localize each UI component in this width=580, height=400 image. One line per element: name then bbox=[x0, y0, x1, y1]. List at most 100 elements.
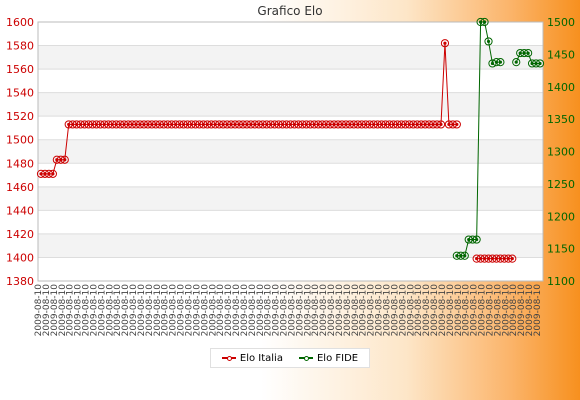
x-tick-label: 2009-08-10 bbox=[390, 284, 400, 337]
x-tick-label: 2009-08-10 bbox=[383, 284, 393, 337]
grid-band bbox=[38, 186, 543, 211]
data-point-ring bbox=[48, 169, 57, 178]
data-point-ring bbox=[60, 155, 69, 164]
data-point bbox=[63, 158, 67, 162]
x-tick-label: 2009-08-10 bbox=[153, 284, 163, 337]
x-tick-label: 2009-08-10 bbox=[367, 284, 377, 337]
left-tick-label: 1580 bbox=[6, 40, 34, 53]
x-tick-label: 2009-08-10 bbox=[58, 284, 68, 337]
data-point-ring bbox=[484, 37, 493, 46]
x-tick-label: 2009-08-10 bbox=[454, 284, 464, 337]
series-line bbox=[456, 21, 493, 257]
x-tick-label: 2009-08-10 bbox=[406, 284, 416, 337]
right-tick-label: 1300 bbox=[547, 146, 575, 159]
x-tick-label: 2009-08-10 bbox=[485, 284, 495, 337]
left-tick-label: 1460 bbox=[6, 181, 34, 194]
data-point bbox=[439, 122, 443, 127]
x-tick-label: 2009-08-10 bbox=[335, 284, 345, 337]
left-tick-label: 1600 bbox=[6, 16, 34, 29]
x-tick-label: 2009-08-10 bbox=[414, 284, 424, 337]
grid-band bbox=[38, 163, 543, 187]
data-point bbox=[526, 51, 530, 55]
series-line bbox=[41, 43, 457, 175]
x-tick-label: 2009-08-10 bbox=[248, 284, 258, 337]
x-tick-label: 2009-08-10 bbox=[343, 284, 353, 337]
legend-label: Elo FIDE bbox=[316, 352, 359, 364]
x-tick-label: 2009-08-10 bbox=[398, 284, 408, 337]
x-tick-label: 2009-08-10 bbox=[50, 284, 60, 337]
x-tick-label: 2009-08-10 bbox=[517, 284, 527, 337]
x-tick-label: 2009-08-10 bbox=[208, 284, 218, 337]
x-tick-label: 2009-08-10 bbox=[161, 284, 171, 337]
data-point-ring bbox=[436, 120, 446, 129]
legend: Elo Italia Elo FIDE bbox=[210, 348, 370, 368]
right-tick-label: 1100 bbox=[547, 275, 575, 288]
x-tick-label: 2009-08-10 bbox=[74, 284, 84, 337]
plot-frame bbox=[37, 21, 544, 282]
x-tick-label: 2009-08-10 bbox=[375, 284, 385, 337]
x-tick-label: 2009-08-10 bbox=[359, 284, 369, 337]
series-elo-italia bbox=[36, 39, 517, 263]
left-tick-label: 1480 bbox=[6, 157, 34, 170]
right-tick-label: 1350 bbox=[547, 113, 575, 126]
grid-band bbox=[38, 139, 543, 164]
series-elo-fide bbox=[452, 17, 545, 260]
data-point bbox=[538, 61, 542, 66]
legend-item-elo-italia[interactable]: Elo Italia bbox=[221, 352, 283, 364]
data-point bbox=[475, 237, 479, 242]
x-tick-label: 2009-08-10 bbox=[533, 284, 543, 337]
left-tick-label: 1520 bbox=[6, 110, 34, 123]
legend-swatch-red bbox=[221, 354, 236, 362]
x-tick-label: 2009-08-10 bbox=[121, 284, 131, 337]
data-point-ring bbox=[440, 39, 450, 48]
data-point-ring bbox=[508, 254, 517, 263]
data-point bbox=[510, 257, 514, 261]
grid-bands bbox=[38, 22, 543, 281]
data-point bbox=[482, 20, 487, 24]
data-point bbox=[455, 122, 459, 127]
x-tick-label: 2009-08-10 bbox=[280, 284, 290, 337]
x-tick-label: 2009-08-10 bbox=[240, 284, 250, 337]
x-tick-label: 2009-08-10 bbox=[232, 284, 242, 337]
grid-band bbox=[38, 257, 543, 281]
data-point-ring bbox=[535, 59, 545, 68]
x-tick-label: 2009-08-10 bbox=[192, 284, 202, 337]
x-tick-label: 2009-08-10 bbox=[446, 284, 456, 337]
left-tick-label: 1500 bbox=[6, 134, 34, 147]
data-point bbox=[498, 60, 502, 64]
left-tick-label: 1540 bbox=[6, 87, 34, 100]
grid-band bbox=[38, 210, 543, 234]
x-tick-label: 2009-08-10 bbox=[169, 284, 179, 337]
x-tick-label: 2009-08-10 bbox=[97, 284, 107, 337]
x-tick-label: 2009-08-10 bbox=[501, 284, 511, 337]
x-tick-label: 2009-08-10 bbox=[478, 284, 488, 337]
data-point-ring bbox=[524, 48, 533, 58]
right-tick-label: 1150 bbox=[547, 243, 575, 256]
right-tick-label: 1200 bbox=[547, 210, 575, 223]
left-tick-label: 1380 bbox=[6, 275, 34, 288]
x-tick-label: 2009-08-10 bbox=[105, 284, 115, 337]
x-tick-label: 2009-08-10 bbox=[327, 284, 337, 337]
grid-band bbox=[38, 22, 543, 46]
chart-title: Grafico Elo bbox=[257, 4, 323, 18]
left-tick-label: 1560 bbox=[6, 63, 34, 76]
grid-band bbox=[38, 45, 543, 70]
x-tick-label: 2009-08-10 bbox=[34, 284, 44, 337]
grid-band bbox=[38, 92, 543, 117]
grid-band bbox=[38, 69, 543, 93]
x-tick-label: 2009-08-10 bbox=[224, 284, 234, 337]
x-tick-label: 2009-08-10 bbox=[256, 284, 266, 337]
x-tick-label: 2009-08-10 bbox=[184, 284, 194, 337]
data-point-ring bbox=[460, 251, 469, 260]
x-tick-label: 2009-08-10 bbox=[493, 284, 503, 337]
data-point bbox=[514, 60, 518, 64]
x-tick-label: 2009-08-10 bbox=[430, 284, 440, 337]
legend-label: Elo Italia bbox=[239, 352, 283, 364]
data-point-ring bbox=[480, 17, 489, 27]
data-point bbox=[51, 172, 55, 176]
legend-item-elo-fide[interactable]: Elo FIDE bbox=[298, 352, 359, 364]
x-tick-label: 2009-08-10 bbox=[509, 284, 519, 337]
data-point-ring bbox=[472, 235, 481, 244]
left-tick-label: 1400 bbox=[6, 251, 34, 264]
x-tick-label: 2009-08-10 bbox=[351, 284, 361, 337]
